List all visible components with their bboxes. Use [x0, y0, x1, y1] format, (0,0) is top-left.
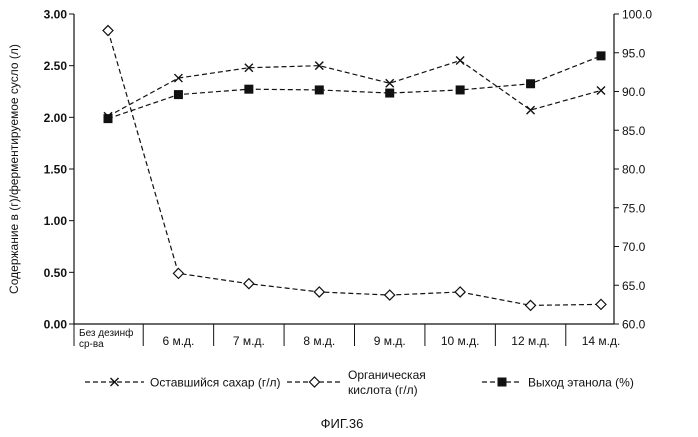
right-tick-label: 75.0	[622, 201, 646, 215]
left-tick-label: 2.50	[44, 59, 68, 73]
x-tick-label: 12 м.д.	[511, 334, 550, 348]
right-tick-label: 100.0	[622, 8, 652, 22]
legend-label: Оставшийся сахар (г/л)	[150, 376, 281, 390]
left-tick-label: 1.50	[44, 163, 68, 177]
x-tick-label-line: Без дезинф	[79, 327, 133, 339]
series-x	[103, 56, 606, 121]
right-tick-label: 85.0	[622, 124, 646, 138]
legend-marker	[110, 377, 119, 387]
right-tick-label: 80.0	[622, 163, 646, 177]
tick-labels: 0.00 0.50 1.00 1.50 2.00 2.50 3.00 60.0 65.0 70.0…	[7, 8, 652, 351]
series-square	[103, 51, 606, 124]
x-marker-stroke	[314, 61, 324, 71]
left-tick-label: 2.00	[44, 111, 68, 125]
right-tick-label: 90.0	[622, 85, 646, 99]
x-tick-label: 8 м.д.	[303, 334, 335, 348]
right-tick-label: 95.0	[622, 46, 646, 60]
right-tick-label: 65.0	[622, 279, 646, 293]
x-tick-label: 10 м.д.	[441, 334, 480, 348]
axes	[69, 13, 619, 346]
x-tick-label: 6 м.д.	[162, 334, 194, 348]
data-point	[595, 298, 607, 311]
x-tick-label-line: ср-ва	[79, 339, 104, 350]
data-point	[526, 105, 536, 115]
legend-label: Органическая кислота (г/л)	[348, 368, 426, 397]
x-marker-stroke	[455, 56, 465, 65]
data-point	[596, 51, 606, 61]
data-point	[173, 90, 183, 100]
data-point	[596, 85, 606, 95]
data-point	[313, 286, 326, 298]
x-marker-stroke	[526, 105, 536, 115]
legend-item: Органическая кислота (г/л)	[287, 368, 426, 397]
left-tick-label: 1.00	[44, 214, 68, 228]
data-point	[524, 299, 537, 312]
legend-label-line: Органическая	[348, 368, 426, 382]
data-point	[243, 277, 255, 290]
legend-marker	[497, 377, 507, 387]
data-point	[385, 88, 395, 98]
x-marker-stroke	[244, 63, 254, 73]
data-series	[102, 24, 607, 312]
legend: Оставшийся сахар (г/л) Органическая кислот…	[85, 368, 634, 397]
data-point	[314, 85, 324, 95]
legend-label-line: кислота (г/л)	[348, 383, 418, 397]
data-point	[103, 114, 113, 124]
right-tick-label: 70.0	[622, 240, 646, 254]
data-point	[244, 84, 254, 94]
left-tick-label: 0.50	[44, 266, 68, 280]
legend-label-line: Выход этанола (%)	[528, 376, 634, 390]
x-tick-label: 9 м.д.	[374, 334, 406, 348]
legend-label-line: Оставшийся сахар (г/л)	[150, 376, 281, 390]
data-point	[244, 63, 254, 73]
figure-caption: ФИГ.36	[321, 416, 364, 431]
data-point	[173, 73, 183, 83]
data-point	[385, 78, 395, 88]
series-diamond	[102, 24, 607, 312]
x-tick-label: 7 м.д.	[233, 334, 265, 348]
data-point	[455, 56, 465, 65]
data-point	[383, 289, 396, 301]
x-marker-stroke	[110, 377, 119, 387]
x-marker-stroke	[173, 73, 183, 83]
y-axis-title: Содержание в (г)/ферментируемое сусло (л…	[7, 44, 21, 294]
data-point	[172, 267, 185, 280]
legend-label: Выход этанола (%)	[528, 376, 634, 390]
data-point	[455, 85, 465, 95]
x-tick-label: Без дезинф ср-ва	[79, 327, 133, 350]
series-line	[107, 30, 602, 307]
series-line	[107, 59, 602, 117]
legend-marker	[308, 376, 321, 388]
left-tick-label: 0.00	[44, 318, 68, 332]
series-line	[107, 55, 602, 120]
x-tick-label: 14 м.д.	[582, 334, 621, 348]
legend-item: Оставшийся сахар (г/л)	[85, 376, 281, 390]
x-marker-stroke	[385, 78, 395, 88]
x-marker-stroke	[596, 85, 606, 95]
data-point	[314, 61, 324, 71]
data-point	[102, 24, 114, 37]
data-point	[454, 286, 466, 298]
legend-item: Выход этанола (%)	[482, 376, 634, 390]
left-tick-label: 3.00	[44, 8, 68, 22]
data-point	[526, 79, 536, 89]
right-tick-label: 60.0	[622, 318, 646, 332]
